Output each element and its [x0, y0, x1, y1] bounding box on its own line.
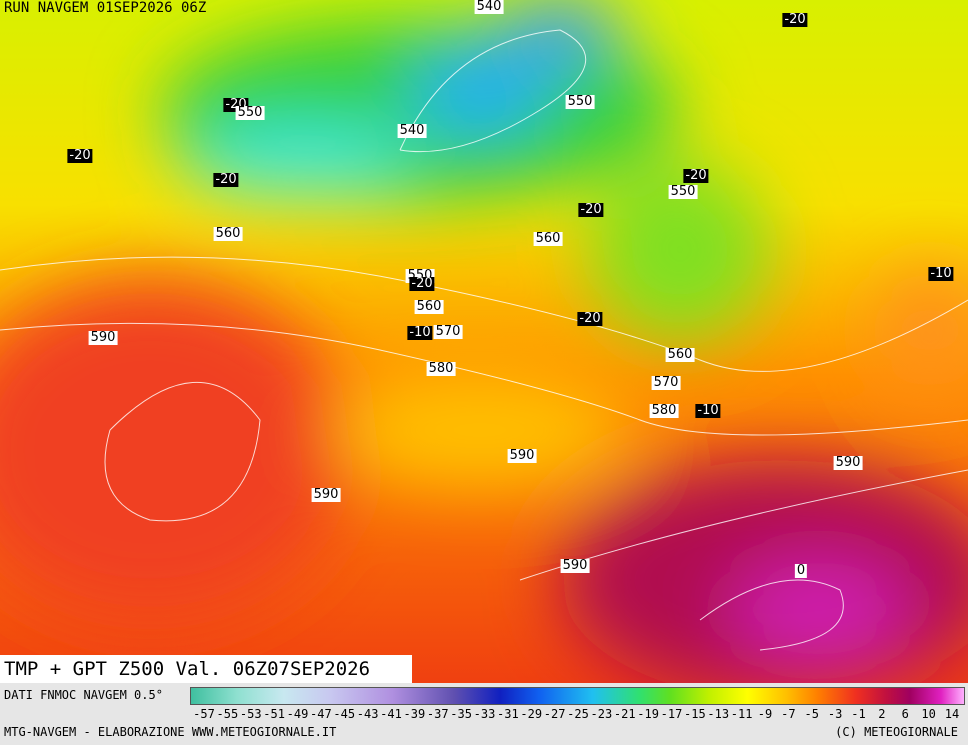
- colorbar-label: -7: [781, 707, 796, 721]
- colorbar-label: -55: [216, 707, 239, 721]
- contour-label: 580: [426, 361, 456, 376]
- contour-label: 540: [397, 123, 427, 138]
- colorbar-label: -39: [403, 707, 426, 721]
- source: DATI FNMOC NAVGEM 0.5°: [4, 688, 163, 702]
- colorbar-label: -57: [193, 707, 215, 721]
- contour-label: 0: [794, 563, 808, 578]
- colorbar-label: -45: [333, 707, 356, 721]
- colorbar-label: -29: [520, 707, 543, 721]
- contour-label: 590: [507, 448, 537, 463]
- colorbar-label: 14: [944, 707, 960, 721]
- contour-label: 560: [665, 347, 695, 362]
- colorbar-label: -33: [473, 707, 496, 721]
- colorbar-label: -23: [590, 707, 613, 721]
- contour-label: -20: [782, 12, 808, 27]
- contour-label: 590: [88, 330, 118, 345]
- contour-label: 590: [560, 558, 590, 573]
- contour-label: 550: [565, 94, 595, 109]
- contour-label: 560: [414, 299, 444, 314]
- contour-label: -20: [67, 148, 93, 163]
- colorbar-label: 2: [878, 707, 886, 721]
- run-label: RUN NAVGEM 01SEP2026 06Z: [4, 0, 207, 16]
- contour-label: -10: [407, 325, 433, 340]
- colorbar-label: -9: [757, 707, 773, 721]
- contour-label: 560: [213, 226, 243, 241]
- colorbar-label: 10: [921, 707, 936, 721]
- colorbar: [190, 687, 965, 705]
- colorbar-label: -47: [310, 707, 332, 721]
- colorbar-label: -3: [827, 707, 843, 721]
- contour-label: 550: [235, 105, 265, 120]
- contour-label: -20: [578, 202, 604, 217]
- colorbar-label: -13: [707, 707, 730, 721]
- colorbar-label: -27: [543, 707, 566, 721]
- copyright: (C) METEOGIORNALE: [835, 725, 958, 739]
- contour-label: 570: [651, 375, 681, 390]
- map-title: TMP + GPT Z500 Val. 06Z07SEP2026: [0, 655, 412, 683]
- contour-label: -20: [409, 276, 435, 291]
- colorbar-label: -15: [684, 707, 706, 721]
- contour-label: 590: [311, 487, 341, 502]
- colorbar-label: -41: [380, 707, 402, 721]
- colorbar-label: -1: [851, 707, 866, 721]
- contour-label: -20: [577, 311, 603, 326]
- colorbar-label: -43: [356, 707, 379, 721]
- contour-label: 570: [433, 324, 463, 339]
- contour-label: 540: [474, 0, 504, 14]
- contour-label: -10: [928, 266, 954, 281]
- colorbar-label: -25: [567, 707, 589, 721]
- colorbar-label: 6: [901, 707, 909, 721]
- contour-label: -20: [213, 172, 239, 187]
- colorbar-label: -5: [804, 707, 819, 721]
- credit: MTG-NAVGEM - ELABORAZIONE WWW.METEOGIORN…: [4, 725, 337, 739]
- contour-label: 560: [533, 231, 563, 246]
- contour-label: 580: [649, 403, 679, 418]
- colorbar-label: -19: [637, 707, 659, 721]
- colorbar-label: -37: [426, 707, 449, 721]
- colorbar-label: -31: [497, 707, 519, 721]
- colorbar-label: -35: [450, 707, 472, 721]
- contour-label: -20: [683, 168, 709, 183]
- colorbar-label: -17: [660, 707, 683, 721]
- contour-label: 590: [833, 455, 863, 470]
- contour-label: -10: [695, 403, 721, 418]
- colorbar-label: -51: [263, 707, 285, 721]
- colorbar-label: -49: [286, 707, 309, 721]
- colorbar-label: -11: [730, 707, 753, 721]
- colorbar-label: -53: [239, 707, 262, 721]
- contour-label: 550: [668, 184, 698, 199]
- colorbar-label: -21: [613, 707, 636, 721]
- map: [0, 0, 968, 683]
